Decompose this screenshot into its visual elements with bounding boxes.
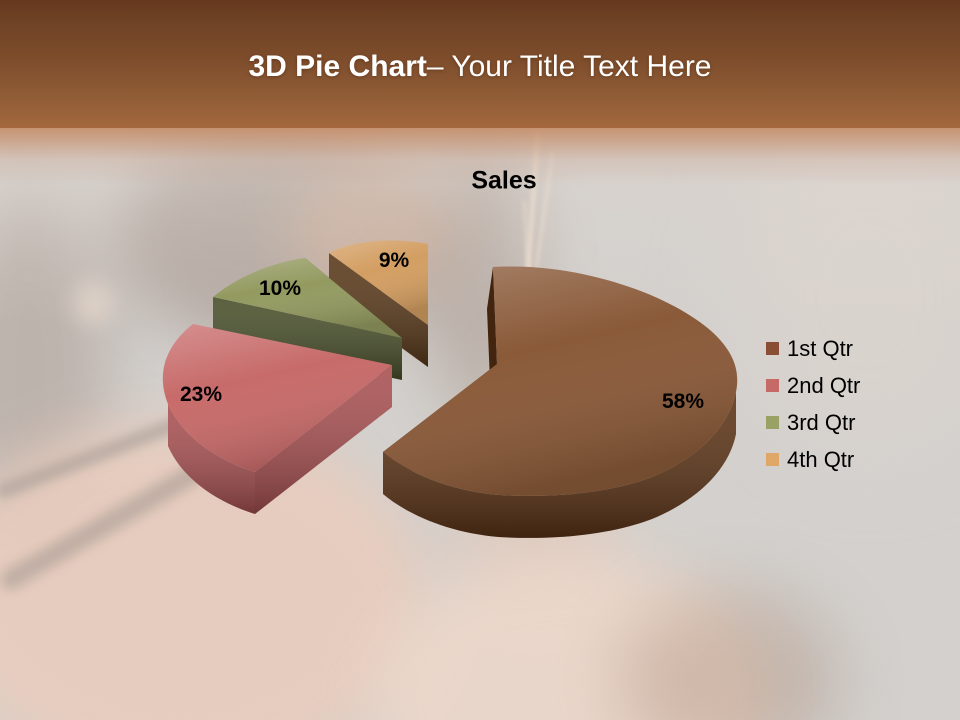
legend-label-1st-qtr: 1st Qtr (787, 335, 854, 361)
title-bar-fade (0, 128, 960, 186)
chart-legend: 1st Qtr 2nd Qtr 3rd Qtr 4th Qtr (766, 330, 860, 478)
legend-item-2nd-qtr[interactable]: 2nd Qtr (766, 367, 860, 404)
legend-swatch-4th-qtr (766, 453, 779, 466)
slide-title: 3D Pie Chart– Your Title Text Here (0, 0, 960, 83)
slide-title-bold: 3D Pie Chart (248, 50, 427, 83)
legend-item-1st-qtr[interactable]: 1st Qtr (766, 330, 860, 367)
legend-swatch-1st-qtr (766, 342, 779, 355)
legend-item-3rd-qtr[interactable]: 3rd Qtr (766, 404, 860, 441)
legend-label-2nd-qtr: 2nd Qtr (787, 372, 861, 398)
slide-title-rest: – Your Title Text Here (426, 50, 712, 83)
photo-earring-glow (72, 280, 114, 326)
title-bar: 3D Pie Chart– Your Title Text Here (0, 0, 960, 128)
legend-label-4th-qtr: 4th Qtr (787, 446, 855, 472)
legend-item-4th-qtr[interactable]: 4th Qtr (766, 441, 860, 478)
legend-swatch-2nd-qtr (766, 379, 779, 392)
data-label-1st-qtr: 58% (661, 390, 705, 413)
data-label-4th-qtr: 9% (378, 249, 410, 272)
legend-label-3rd-qtr: 3rd Qtr (787, 409, 856, 435)
legend-swatch-3rd-qtr (766, 416, 779, 429)
data-label-3rd-qtr: 10% (258, 277, 302, 300)
data-label-2nd-qtr: 23% (179, 383, 223, 406)
chart-title: Sales (471, 166, 537, 195)
